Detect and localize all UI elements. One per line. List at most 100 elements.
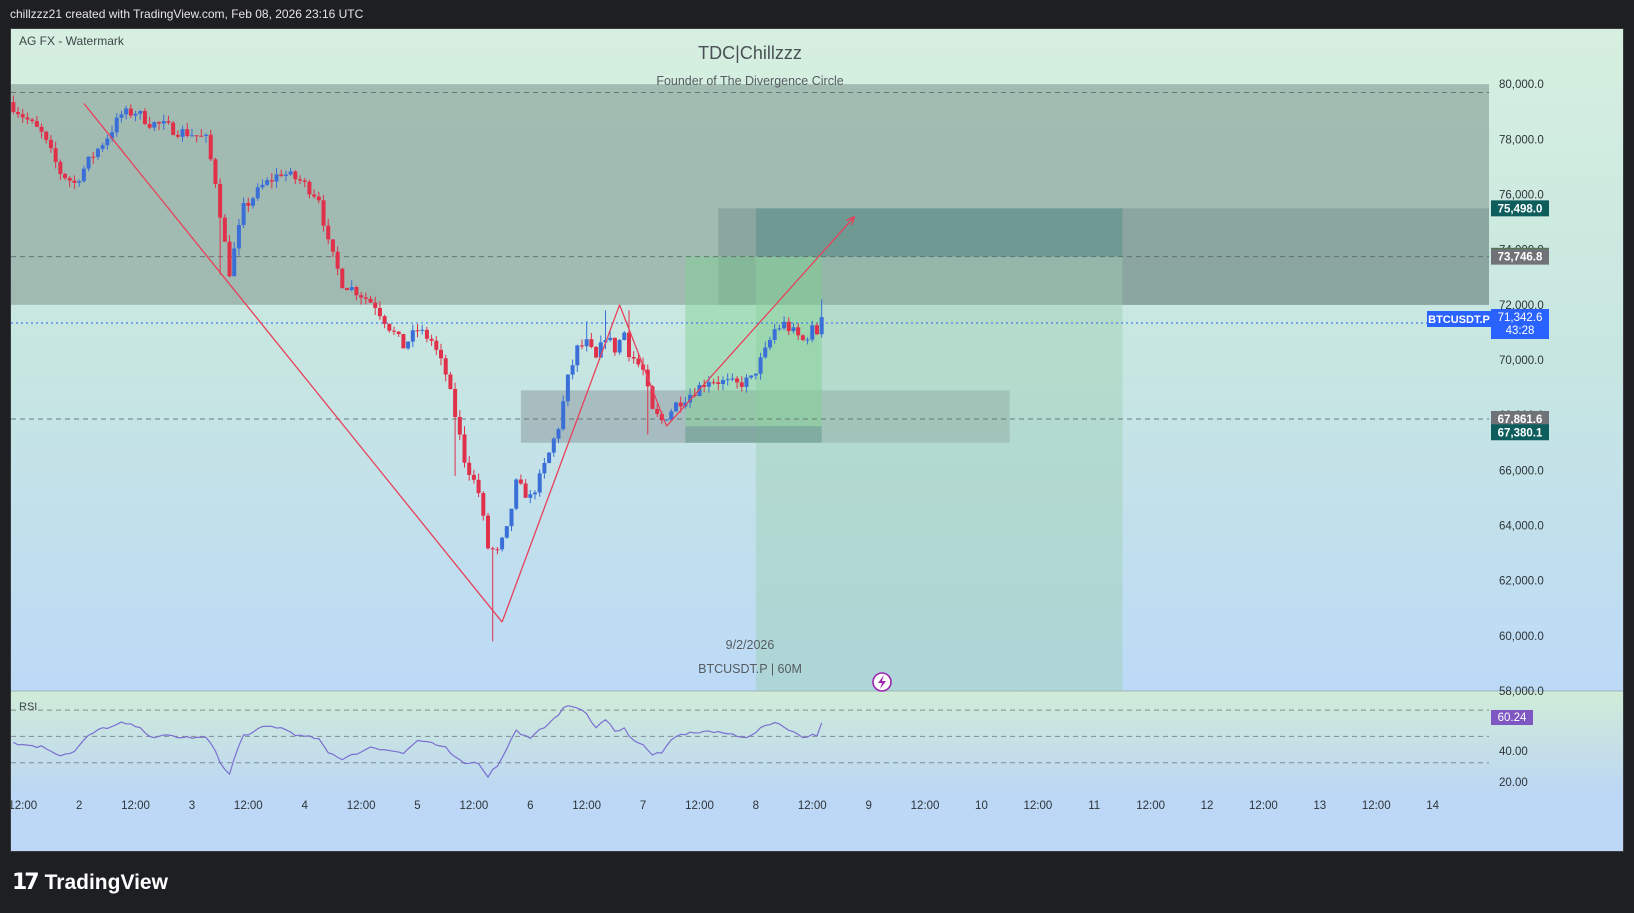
candle-body — [312, 194, 317, 197]
candle-body — [711, 382, 716, 384]
symbol-tag[interactable]: BTCUSDT.P 71,342.6 43:28 — [1427, 309, 1549, 339]
candle-body — [819, 317, 824, 335]
candle-body — [232, 248, 237, 277]
x-tick-label: 10 — [975, 800, 988, 812]
created-caption: chillzzz21 created with TradingView.com,… — [10, 7, 364, 21]
candle-body — [58, 161, 63, 174]
y-tick-label: 76,000.0 — [1499, 190, 1544, 202]
candle-body — [509, 508, 514, 527]
candle-body — [147, 123, 152, 128]
candle-body — [152, 122, 157, 128]
time-axis-background — [11, 793, 1623, 851]
y-tick-label: 78,000.0 — [1499, 134, 1544, 146]
candle-body — [702, 385, 707, 387]
x-tick-label: 12:00 — [1362, 800, 1391, 812]
price-tag-label: 67,380.1 — [1498, 427, 1543, 439]
candle-body — [758, 357, 763, 374]
tradingview-logo[interactable]: 17 TradingView — [12, 870, 168, 895]
candle-body — [269, 180, 274, 182]
x-tick-label: 13 — [1313, 800, 1326, 812]
candle-body — [274, 174, 279, 182]
x-tick-label: 12:00 — [11, 800, 37, 812]
candle-body — [739, 382, 744, 387]
candle-body — [490, 548, 495, 550]
tradingview-wordmark: TradingView — [44, 870, 168, 894]
candle-body — [86, 156, 91, 169]
lightning-icon[interactable] — [872, 672, 892, 692]
chart-frame: 80,000.078,000.076,000.074,000.072,000.0… — [8, 28, 1624, 852]
candle-body — [251, 198, 256, 206]
x-tick-label: 11 — [1088, 800, 1100, 812]
candle-body — [716, 382, 721, 385]
candle-body — [91, 156, 96, 158]
candle-body — [810, 325, 815, 340]
y-tick-label: 60,000.0 — [1499, 631, 1544, 643]
candle-body — [100, 145, 105, 149]
candle-body — [565, 374, 570, 402]
candle-body — [354, 287, 359, 296]
candle-body — [161, 121, 166, 124]
candle-body — [547, 452, 552, 463]
x-tick-label: 12:00 — [798, 800, 827, 812]
candle-body — [453, 388, 458, 417]
bottom-bar — [0, 860, 1634, 913]
candle-body — [105, 138, 110, 146]
symbol-tag-countdown: 43:28 — [1506, 325, 1535, 337]
candle-body — [321, 200, 326, 226]
symbol-tag-price: 71,342.6 — [1498, 312, 1543, 324]
x-tick-label: 8 — [753, 800, 759, 812]
candle-body — [471, 474, 476, 480]
chart-canvas[interactable]: 80,000.078,000.076,000.074,000.072,000.0… — [8, 29, 1623, 851]
zigzag-segment — [501, 304, 621, 623]
candle-body — [462, 434, 467, 463]
candle-body — [119, 114, 124, 118]
candle-body — [377, 307, 382, 317]
candle-body — [584, 339, 589, 347]
x-tick-label: 2 — [76, 800, 82, 812]
y-tick-label: 66,000.0 — [1499, 465, 1544, 477]
candle-body — [664, 419, 669, 421]
candle-body — [363, 297, 368, 299]
candle-body — [744, 377, 749, 387]
candle-body — [114, 117, 119, 133]
candle-body — [631, 357, 636, 359]
candle-body — [16, 112, 21, 115]
candle-body — [283, 174, 288, 176]
indicator-label: AG FX - Watermark — [19, 34, 125, 48]
candle-body — [532, 492, 537, 495]
candle-body — [495, 549, 500, 551]
candle-body — [504, 526, 509, 538]
zigzag-segment — [83, 103, 503, 623]
candle-body — [222, 217, 227, 242]
x-tick-label: 12:00 — [121, 800, 150, 812]
candle-body — [63, 173, 68, 179]
y-tick-label: 70,000.0 — [1499, 355, 1544, 367]
watermark-title: TDC|Chillzzz — [698, 43, 802, 63]
price-tag — [1491, 410, 1549, 427]
candle-body — [298, 179, 303, 181]
y-tick-label: 72,000.0 — [1499, 300, 1544, 312]
candle-body — [72, 180, 77, 183]
candle-body — [763, 347, 768, 358]
rsi-pane-background — [11, 691, 1623, 793]
rsi-tick-40: 40.00 — [1499, 746, 1528, 758]
candle-body — [157, 122, 162, 124]
axes-layer: 80,000.078,000.076,000.074,000.072,000.0… — [8, 79, 1549, 812]
candle-body — [326, 225, 331, 240]
candle-body — [194, 135, 199, 137]
candle-body — [673, 402, 678, 412]
x-tick-label: 4 — [302, 800, 309, 812]
price-tag-label: 75,498.0 — [1498, 203, 1543, 215]
candle-body — [514, 479, 519, 509]
candle-body — [796, 327, 801, 336]
chart-date-label: 9/2/2026 — [726, 638, 775, 652]
candle-body — [349, 287, 354, 291]
candle-body — [622, 332, 627, 341]
candle-body — [213, 159, 218, 184]
candle-body — [767, 339, 772, 348]
candle-body — [236, 225, 241, 249]
candle-body — [302, 180, 307, 182]
top-caption-bar: chillzzz21 created with TradingView.com,… — [0, 0, 1634, 28]
candle-body — [772, 329, 777, 340]
candle-body — [189, 135, 194, 137]
